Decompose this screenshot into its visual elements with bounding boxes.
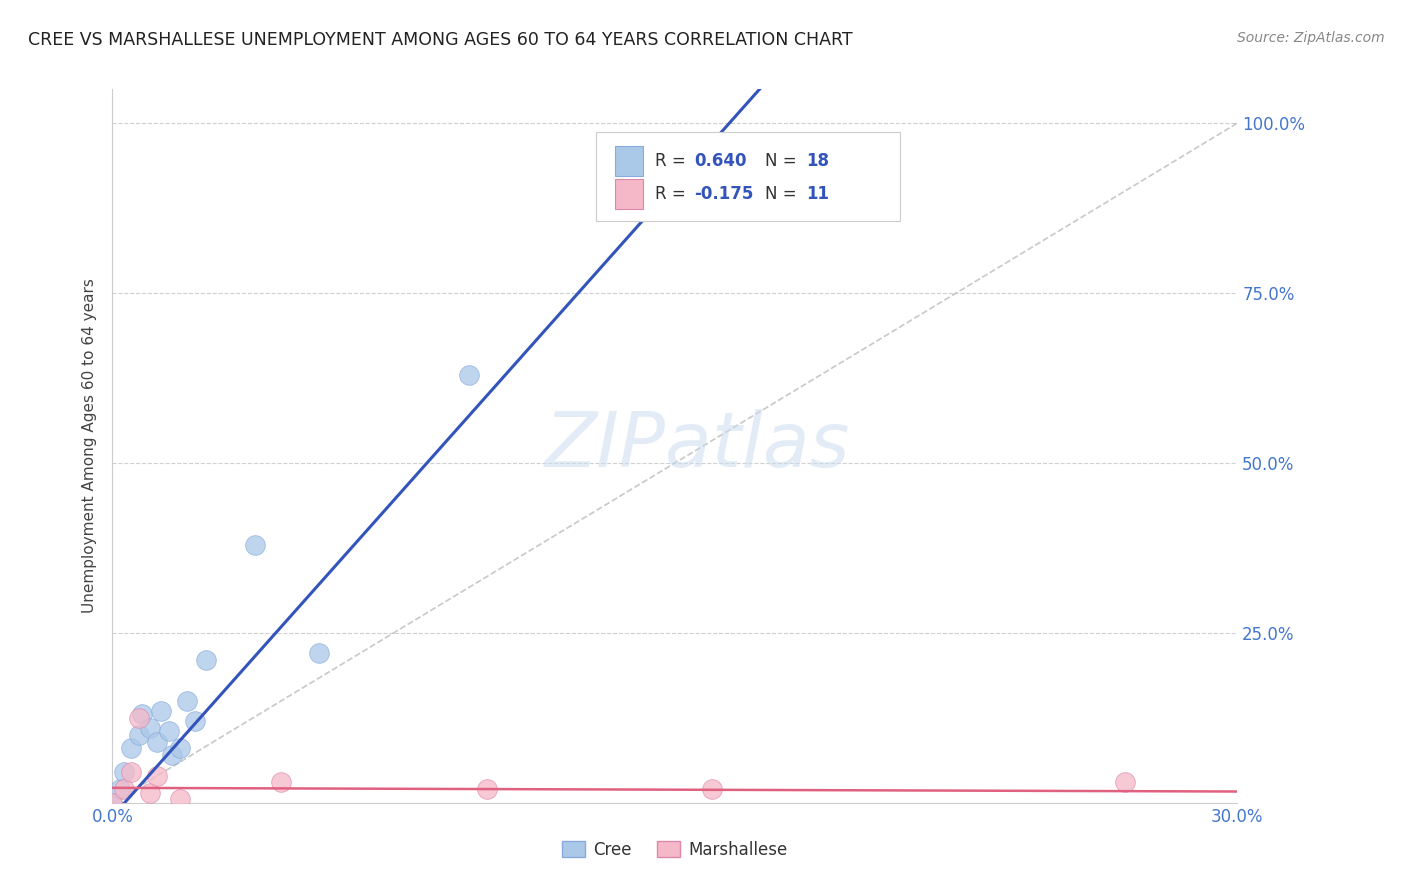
Point [146,769,169,783]
Point [162,748,184,763]
Point [477,782,499,797]
Text: -0.175: -0.175 [695,186,754,203]
Text: N =: N = [765,153,801,170]
Point [195,653,218,667]
Text: 0.640: 0.640 [695,153,747,170]
FancyBboxPatch shape [596,132,900,221]
Point [101,796,124,810]
Text: R =: R = [655,153,690,170]
Point [139,786,162,800]
Point [101,796,124,810]
Point [184,714,207,729]
Point [112,765,135,780]
Point [457,368,479,382]
Point [120,765,142,780]
Point [169,741,191,756]
Point [150,704,173,718]
Text: 18: 18 [807,153,830,170]
Text: 11: 11 [807,186,830,203]
Point [139,721,162,735]
Point [131,707,153,722]
Text: R =: R = [655,186,690,203]
Point [270,775,292,789]
Point [120,741,142,756]
Point [112,782,135,797]
Text: ZIPatlas: ZIPatlas [544,409,851,483]
Text: CREE VS MARSHALLESE UNEMPLOYMENT AMONG AGES 60 TO 64 YEARS CORRELATION CHART: CREE VS MARSHALLESE UNEMPLOYMENT AMONG A… [28,31,853,49]
Text: N =: N = [765,186,801,203]
Point [1114,775,1136,789]
Point [702,782,724,797]
FancyBboxPatch shape [616,179,644,209]
Point [128,711,150,725]
Point [108,782,131,797]
Point [157,724,180,739]
FancyBboxPatch shape [616,146,644,177]
Text: Source: ZipAtlas.com: Source: ZipAtlas.com [1237,31,1385,45]
Point [176,694,198,708]
Point [146,734,169,748]
Point [243,537,266,551]
Point [308,646,330,660]
Point [169,792,191,806]
Point [128,728,150,742]
Y-axis label: Unemployment Among Ages 60 to 64 years: Unemployment Among Ages 60 to 64 years [82,278,97,614]
Legend: Cree, Marshallese: Cree, Marshallese [555,835,794,866]
